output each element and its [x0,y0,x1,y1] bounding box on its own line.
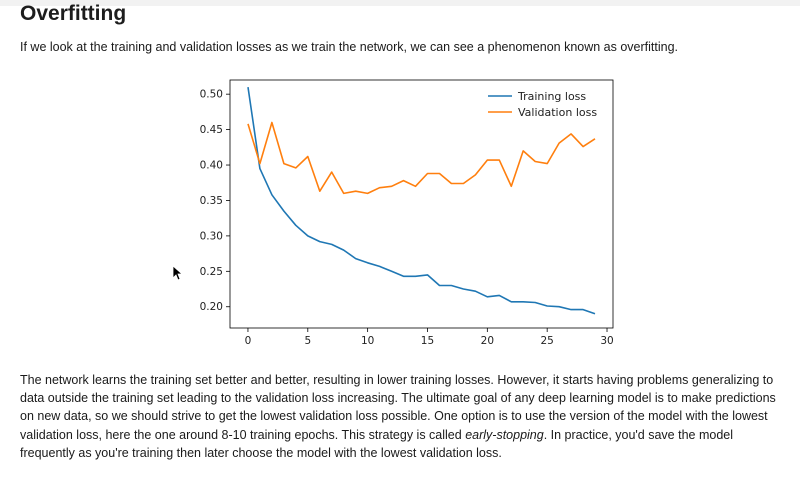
x-tick-label: 0 [245,335,252,347]
body-text-part2: . In practice, you'd save the model freq… [20,427,733,460]
x-tick-label: 5 [304,335,311,347]
body-text-part1: The network learns the training set bett… [20,373,776,442]
intro-paragraph: If we look at the training and validatio… [20,40,679,54]
plot-frame [229,79,614,329]
x-tick-label: 30 [600,335,613,347]
legend-label: Training loss [517,90,586,103]
series-line-training-loss [247,86,596,315]
top-bar [0,0,800,6]
y-tick-label: 0.50 [200,89,223,101]
x-tick-label: 10 [361,335,374,347]
y-tick-label: 0.45 [200,124,223,136]
loss-chart-svg: 0 5 10 15 20 25 30 0.20 0.25 0.30 0.35 0.40 0.45 0.50… [200,79,614,347]
y-tick-label: 0.30 [200,230,223,242]
y-tick-label: 0.20 [200,301,223,313]
y-tick-label: 0.25 [200,266,223,278]
legend-label: Validation loss [518,106,597,119]
x-tick-label: 20 [481,335,494,347]
mouse-cursor-icon [172,265,182,281]
body-text-emphasis: early-stopping [465,427,544,442]
y-tick-label: 0.40 [200,160,223,172]
section-title: Overfitting [20,2,127,25]
x-tick-label: 15 [421,335,434,347]
series-line-validation-loss [247,121,596,195]
y-tick-label: 0.35 [200,195,223,207]
body-paragraph: The network learns the training set bett… [20,371,790,462]
loss-chart: 0 5 10 15 20 25 30 0.20 0.25 0.30 0.35 0.40 0.45 0.50… [185,78,625,353]
x-tick-label: 25 [540,335,553,347]
